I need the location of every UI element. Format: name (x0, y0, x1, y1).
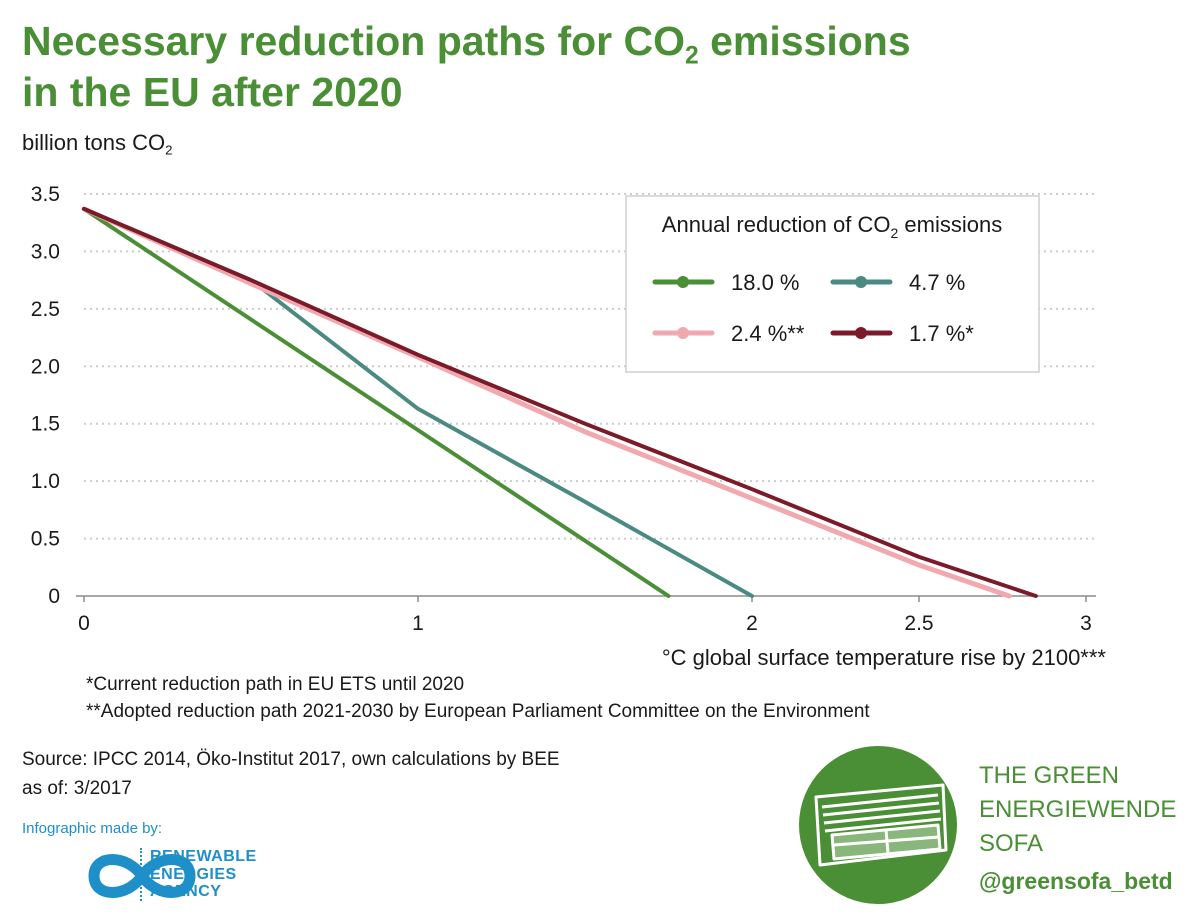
series-line-4 (82, 206, 1038, 598)
x-tick-label: 0 (78, 612, 90, 635)
legend-label: 1.7 %* (909, 321, 974, 346)
legend-swatch-marker (855, 327, 867, 339)
y-tick-label: 0 (48, 585, 60, 608)
legend-item-1: 18.0 % (652, 270, 800, 295)
green-sofa-logo-icon (799, 746, 957, 904)
chart-title: Necessary reduction paths for CO2 emissi… (22, 16, 911, 118)
legend-swatch-marker (677, 276, 689, 288)
series-lines (81, 206, 1038, 599)
legend-swatch-marker (855, 276, 867, 288)
source-block: Source: IPCC 2014, Öko-Institut 2017, ow… (22, 745, 560, 803)
legend: Annual reduction of CO2 emissions 18.0 %… (625, 195, 1040, 373)
x-tick-label: 2.5 (904, 612, 933, 635)
title-line2: in the EU after 2020 (22, 69, 403, 115)
legend-label: 18.0 % (731, 270, 800, 295)
source-text: Source: IPCC 2014, Öko-Institut 2017, ow… (22, 749, 560, 770)
x-axis-title: °C global surface temperature rise by 21… (662, 645, 1107, 670)
y-tick-label: 0.5 (31, 528, 60, 551)
x-tick-label: 1 (412, 612, 424, 635)
y-tick-label: 1.0 (31, 470, 60, 493)
footnotes: *Current reduction path in EU ETS until … (86, 671, 870, 725)
legend-swatch-marker (677, 327, 689, 339)
legend-item-2: 4.7 % (830, 270, 965, 295)
y-axis-unit-label: billion tons CO2 (22, 130, 173, 158)
legend-item-4: 1.7 %* (830, 321, 974, 346)
footnote-2: **Adopted reduction path 2021-2030 by Eu… (86, 701, 870, 722)
axes: 3.5 3.0 2.5 2.0 1.5 1.0 0.5 00 1 2 2.5 3 °C global s… (31, 183, 1107, 670)
as-of-date: as of: 3/2017 (22, 778, 132, 799)
made-by-label: Infographic made by: (22, 820, 163, 837)
green-sofa-name: THE GREEN ENERGIEWENDE SOFA (979, 762, 1177, 857)
legend-label: 2.4 %** (731, 321, 805, 346)
legend-title: Annual reduction of CO2 emissions (662, 212, 1002, 241)
renewable-energies-agency-logo-icon (88, 854, 196, 898)
y-tick-label: 1.5 (31, 413, 60, 436)
series-line-3 (81, 206, 1012, 599)
y-tick-label: 3.5 (31, 183, 60, 206)
legend-item-3: 2.4 %** (652, 321, 805, 346)
y-tick-label: 2.5 (31, 298, 60, 321)
x-tick-label: 3 (1080, 612, 1092, 635)
social-handle[interactable]: @greensofa_betd (979, 868, 1173, 894)
y-tick-label: 3.0 (31, 240, 60, 263)
grid-lines (84, 193, 1096, 540)
rea-logo-text: RENEWABLE ENERGIES AGENCY (140, 848, 257, 901)
footnote-1: *Current reduction path in EU ETS until … (86, 674, 465, 695)
title-line1: Necessary reduction paths for CO2 emissi… (22, 18, 911, 70)
series-line-1 (82, 206, 671, 598)
x-tick-label: 2 (746, 612, 758, 635)
y-tick-label: 2.0 (31, 355, 60, 378)
legend-label: 4.7 % (909, 270, 965, 295)
